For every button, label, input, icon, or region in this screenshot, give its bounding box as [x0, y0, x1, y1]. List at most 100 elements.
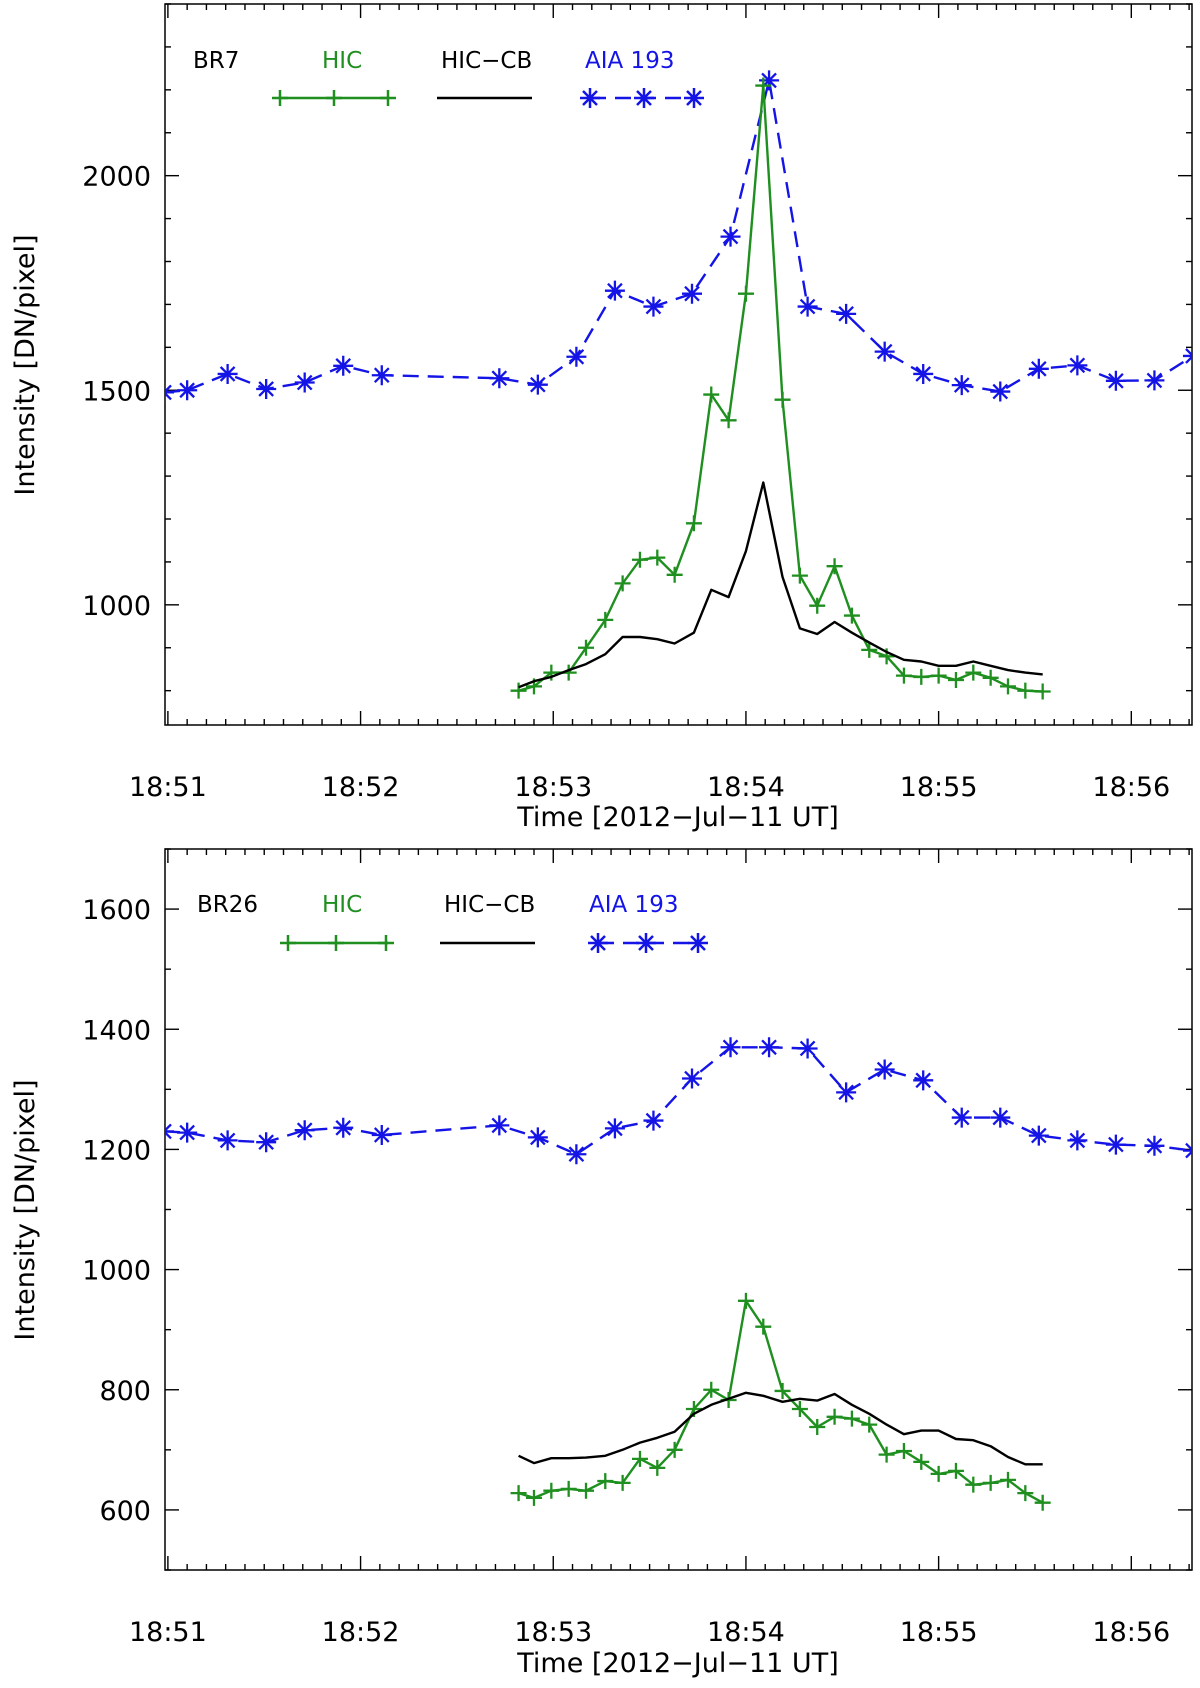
y-tick-label: 1000	[82, 591, 151, 622]
legend-marker-hic	[280, 935, 394, 951]
data-point-aia	[990, 1107, 1011, 1128]
series-line-aia	[165, 1046, 1192, 1156]
data-point-aia	[951, 375, 972, 396]
data-point-hic	[649, 549, 666, 566]
y-tick-label: 1200	[82, 1135, 151, 1166]
plot-frame	[164, 848, 1193, 1571]
y-axis-title: Intensity [DN/pixel]	[10, 1079, 41, 1340]
data-point-aia	[913, 1070, 934, 1091]
legend-label-aia: AIA 193	[589, 892, 678, 918]
data-point-aia	[720, 226, 741, 247]
legend-marker-hic	[272, 90, 396, 106]
data-point-aia	[681, 283, 702, 304]
data-point-aia	[681, 1068, 702, 1089]
data-point-hic	[578, 1482, 595, 1499]
data-point-hic	[614, 575, 631, 592]
data-point-hic	[755, 1318, 772, 1335]
data-point-hic	[913, 668, 930, 685]
data-point-hic	[755, 77, 772, 94]
data-point-hic	[525, 1489, 542, 1506]
data-point-hic	[510, 682, 527, 699]
data-point-aia	[256, 378, 277, 399]
data-point-aia	[643, 296, 664, 317]
legend-marker-aia	[580, 88, 704, 108]
y-tick-label: 1500	[82, 376, 151, 407]
y-tick-label: 600	[99, 1496, 151, 1527]
data-point-aia	[1144, 370, 1165, 391]
y-tick-label: 1600	[82, 895, 151, 926]
data-point-aia	[604, 280, 625, 301]
data-point-hic	[861, 641, 878, 658]
data-point-hic	[791, 1400, 808, 1417]
data-point-hic	[631, 1450, 648, 1467]
data-point-aia	[1144, 1135, 1165, 1156]
x-tick-label: 18:54	[707, 1617, 785, 1648]
data-point-hic	[843, 1410, 860, 1427]
data-point-hic	[614, 1474, 631, 1491]
data-point-hic	[895, 1443, 912, 1460]
data-point-aia	[177, 380, 198, 401]
data-point-hic	[982, 669, 999, 686]
series-layer	[165, 1037, 1192, 1511]
data-point-hic	[720, 412, 737, 429]
data-point-hic	[791, 567, 808, 584]
legend-label-hic: HIC	[322, 892, 362, 918]
y-tick-label: 1000	[82, 1256, 151, 1287]
data-point-hic	[947, 671, 964, 688]
data-point-hic	[930, 1465, 947, 1482]
data-point-hic	[826, 558, 843, 575]
data-point-aia	[177, 1122, 198, 1143]
data-point-hic	[597, 1473, 614, 1490]
data-point-aia	[165, 382, 175, 403]
data-point-hic	[649, 1459, 666, 1476]
data-point-hic	[809, 1419, 826, 1435]
data-point-hic	[666, 1441, 683, 1458]
data-point-hic	[861, 1416, 878, 1433]
data-point-hic	[737, 285, 754, 302]
x-tick-label: 18:51	[129, 772, 207, 803]
data-point-hic	[1017, 1485, 1034, 1502]
data-point-aia	[566, 1144, 587, 1165]
data-point-hic	[878, 1446, 895, 1463]
data-point-aia	[1105, 1134, 1126, 1155]
data-point-hic	[543, 1482, 560, 1499]
y-tick-label: 800	[99, 1376, 151, 1407]
x-tick-label: 18:52	[322, 1617, 400, 1648]
data-point-hic	[930, 667, 947, 684]
x-axis-title: Time [2012−Jul−11 UT]	[516, 802, 838, 833]
data-point-hic	[510, 1485, 527, 1502]
data-point-aia	[371, 365, 392, 386]
x-tick-label: 18:55	[900, 1617, 978, 1648]
data-point-aia	[333, 1117, 354, 1138]
data-point-aia	[874, 1059, 895, 1080]
x-axis-title: Time [2012−Jul−11 UT]	[516, 1648, 838, 1679]
chart-panel-br7: 18:51 18:52 18:53 18:54 18:55 18:56 1000 1500 2…	[10, 3, 1193, 833]
data-point-aia	[294, 372, 315, 393]
x-tick-label: 18:53	[514, 1617, 592, 1648]
data-point-hic	[826, 1408, 843, 1425]
y-axis-title: Intensity [DN/pixel]	[10, 234, 41, 495]
data-point-hic	[774, 1382, 791, 1399]
data-point-hic	[1034, 1494, 1051, 1511]
data-point-hic	[809, 597, 826, 614]
data-point-hic	[947, 1462, 964, 1479]
x-tick-label: 18:51	[129, 1617, 207, 1648]
data-point-hic	[843, 607, 860, 624]
data-point-aia	[165, 1121, 175, 1142]
data-point-hic	[578, 639, 595, 656]
data-point-hic	[703, 386, 720, 403]
data-point-hic	[965, 664, 982, 681]
data-point-aia	[874, 341, 895, 362]
panel-label: BR7	[193, 48, 239, 74]
data-point-aia	[371, 1125, 392, 1145]
data-point-aia	[1105, 370, 1126, 391]
data-point-hic	[631, 551, 648, 568]
data-point-aia	[913, 363, 934, 384]
panel-label: BR26	[197, 892, 258, 918]
x-tick-label: 18:54	[707, 772, 785, 803]
legend-label-hic-cb: HIC−CB	[444, 892, 535, 918]
data-point-aia	[759, 1037, 780, 1058]
data-point-aia	[836, 1082, 857, 1103]
data-point-aia	[333, 355, 354, 376]
data-point-hic	[895, 667, 912, 684]
